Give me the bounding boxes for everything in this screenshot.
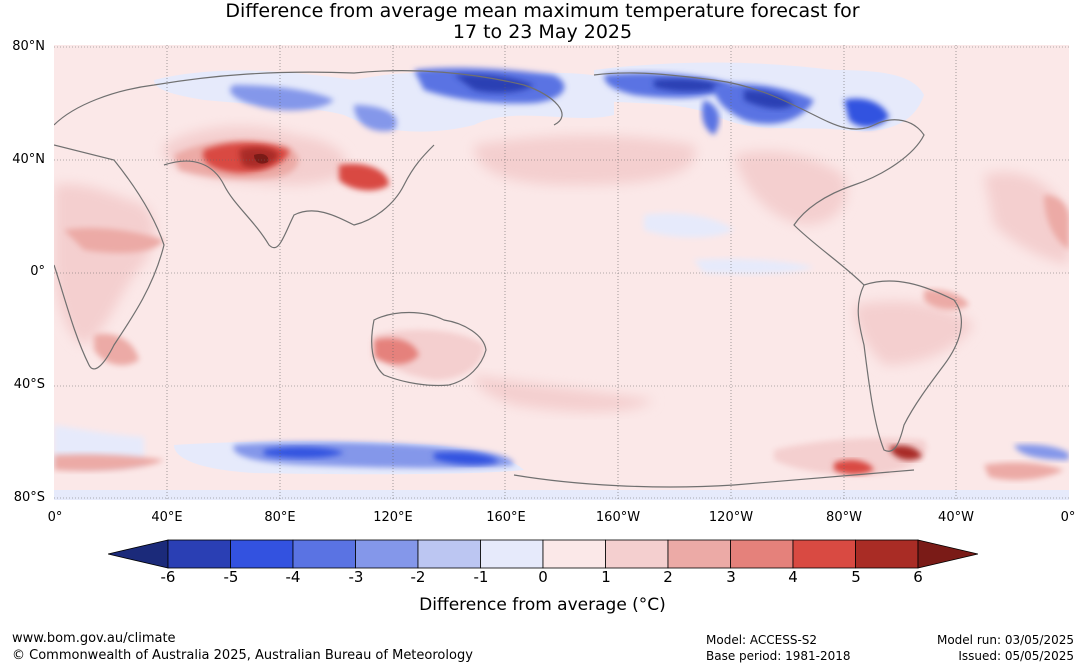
colorbar-segment — [730, 539, 794, 569]
colorbar-tick: 4 — [788, 568, 798, 586]
colorbar-extend-high — [917, 539, 978, 569]
colorbar-segment — [480, 539, 544, 569]
lon-label-120e: 120°E — [373, 510, 413, 525]
footer-model-run: Model run: 03/05/2025 — [936, 633, 1074, 647]
colorbar-segment — [792, 539, 856, 569]
colorbar-segment — [355, 539, 419, 569]
footer-url: www.bom.gov.au/climate — [12, 631, 176, 646]
anomaly-shading — [54, 62, 1069, 500]
lon-label-120w: 120°W — [708, 510, 754, 525]
colorbar-tick: -4 — [285, 568, 301, 586]
colorbar-tick: -2 — [410, 568, 426, 586]
lon-label-80e: 80°E — [264, 510, 296, 525]
lat-label-40n: 40°N — [12, 152, 45, 167]
lon-label-40w: 40°W — [938, 510, 974, 525]
footer-base-period: Base period: 1981-2018 — [706, 649, 851, 663]
colorbar-tick: 0 — [538, 568, 548, 586]
colorbar-extend-low — [108, 539, 169, 569]
colorbar-tick: -1 — [473, 568, 489, 586]
lon-label-0-right: 0° — [1060, 510, 1076, 525]
lat-label-equator: 0° — [30, 264, 45, 279]
colorbar-tick: 3 — [726, 568, 736, 586]
lon-label-0: 0° — [47, 510, 63, 525]
lon-label-160w: 160°W — [595, 510, 641, 525]
colorbar-tick: 6 — [913, 568, 923, 586]
colorbar-segment — [292, 539, 356, 569]
colorbar-segment — [855, 539, 919, 569]
coastlines — [54, 70, 963, 488]
footer-issued: Issued: 05/05/2025 — [958, 649, 1074, 663]
forecast-map — [54, 45, 1069, 500]
colorbar-tick: -5 — [223, 568, 239, 586]
map-title-line1: Difference from average mean maximum tem… — [225, 0, 860, 22]
colorbar-segment — [167, 539, 231, 569]
footer-model: Model: ACCESS-S2 — [706, 633, 818, 647]
lat-label-40s: 40°S — [13, 377, 45, 392]
colorbar-segment — [667, 539, 731, 569]
lat-label-80n: 80°N — [12, 39, 45, 54]
colorbar-segment — [230, 539, 294, 569]
map-title-line2: 17 to 23 May 2025 — [452, 21, 633, 43]
colorbar-segment — [605, 539, 669, 569]
lon-label-160e: 160°E — [486, 510, 526, 525]
colorbar-tick: 2 — [663, 568, 673, 586]
colorbar — [108, 539, 978, 569]
colorbar-tick: -3 — [348, 568, 364, 586]
footer-copyright: © Commonwealth of Australia 2025, Austra… — [12, 648, 473, 663]
lon-label-80w: 80°W — [826, 510, 862, 525]
colorbar-label: Difference from average (°C) — [419, 595, 666, 615]
map-gridlines — [54, 45, 1069, 500]
colorbar-segment — [542, 539, 606, 569]
colorbar-tick: -6 — [160, 568, 176, 586]
lat-label-80s: 80°S — [13, 490, 45, 505]
colorbar-segment — [417, 539, 481, 569]
colorbar-tick: 5 — [851, 568, 861, 586]
lon-label-40e: 40°E — [151, 510, 183, 525]
colorbar-tick: 1 — [601, 568, 611, 586]
